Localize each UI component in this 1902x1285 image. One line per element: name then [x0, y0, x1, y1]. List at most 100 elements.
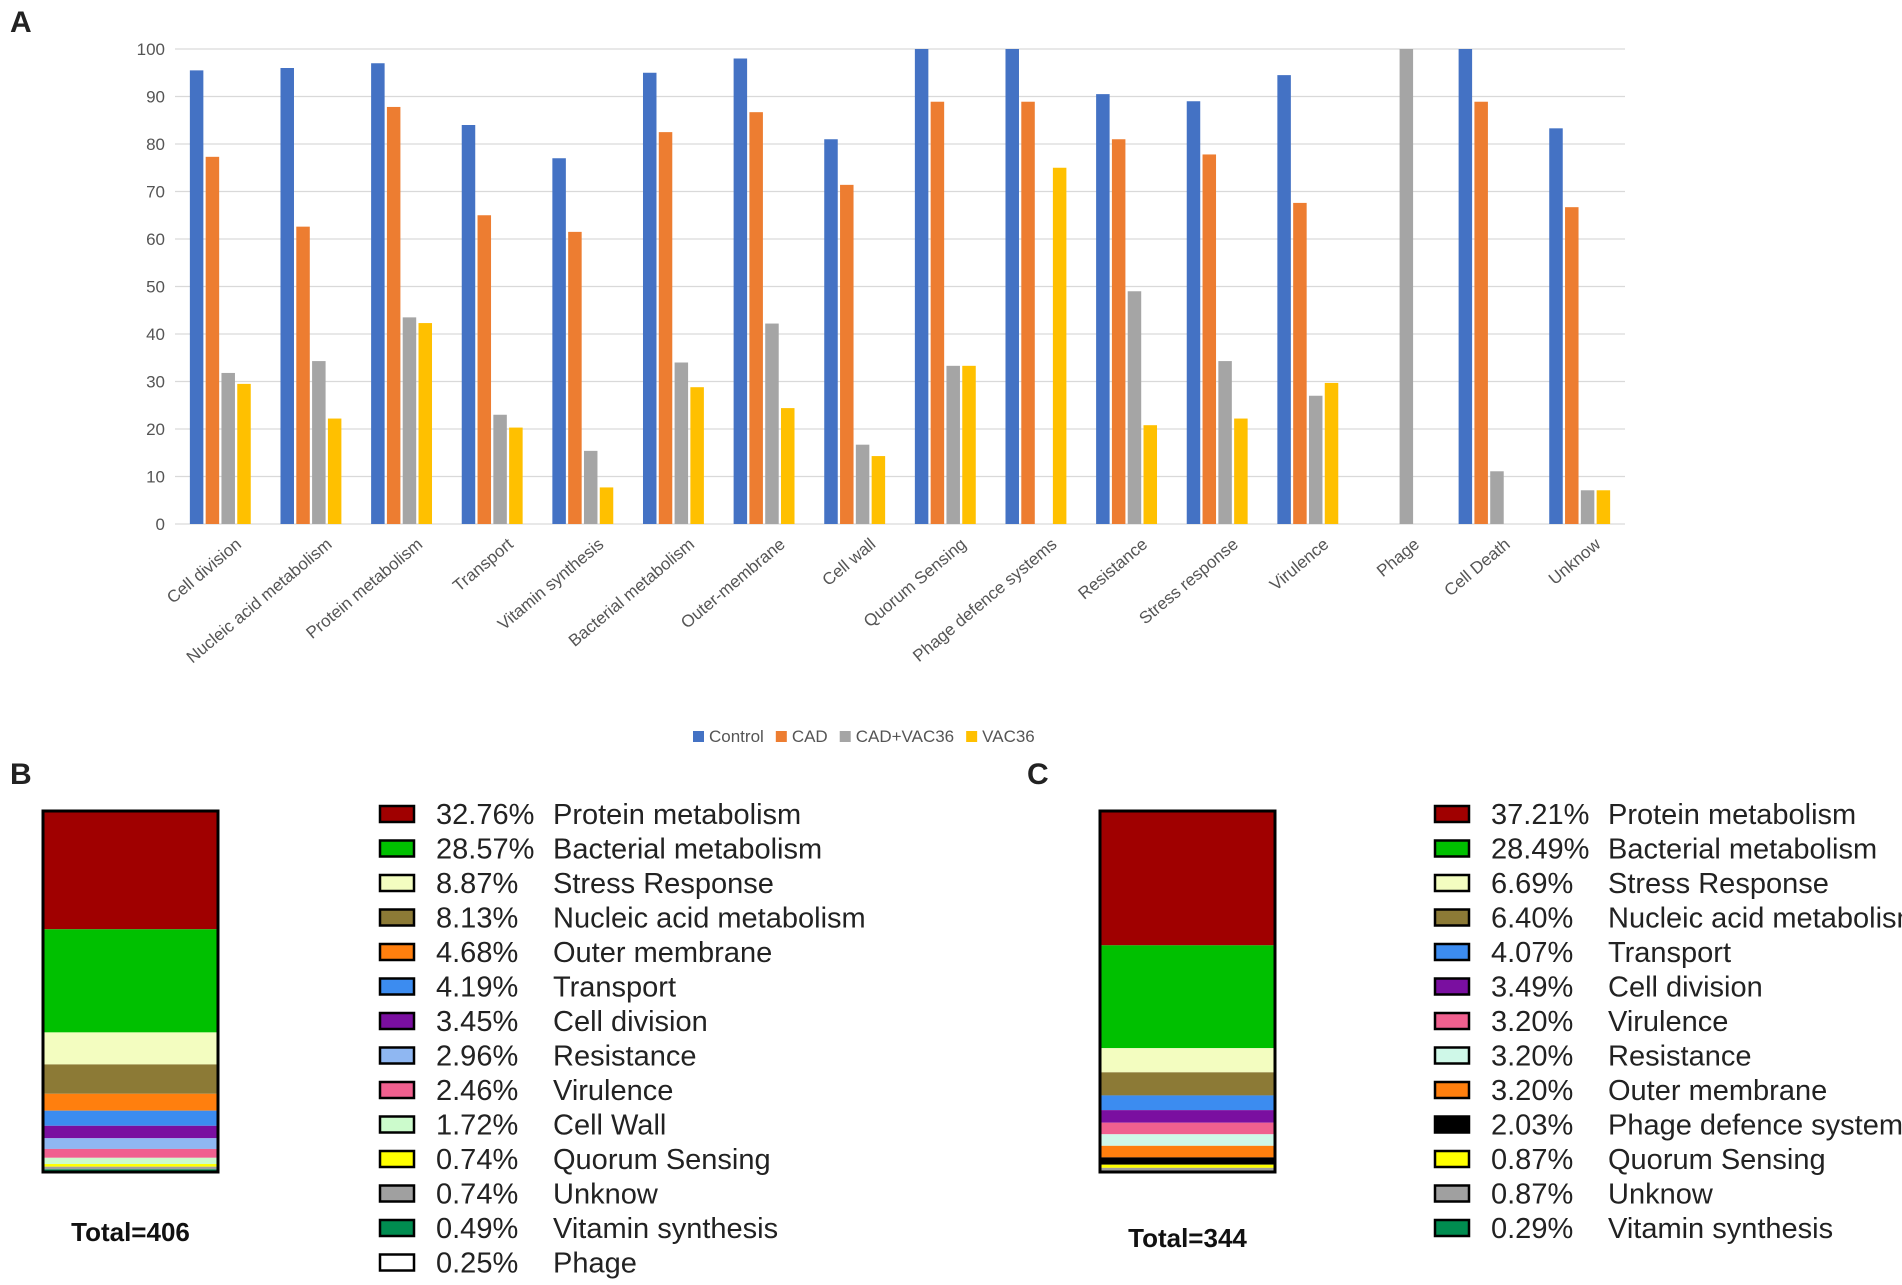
legend-category: Transport: [1608, 937, 1731, 969]
y-tick-label: 100: [137, 40, 165, 59]
x-tick-label: Phage: [1373, 535, 1423, 581]
stack-segment: [1100, 1145, 1275, 1158]
legend-swatch: [378, 1253, 416, 1272]
legend-swatch: [1433, 839, 1471, 858]
legend-swatch: [378, 1184, 416, 1203]
legend-swatch: [1433, 873, 1471, 893]
legend-category: Stress Response: [1608, 868, 1829, 900]
legend-percent: 8.13%: [436, 903, 518, 935]
stack-segment: [43, 1148, 218, 1158]
stack-segment: [43, 1166, 218, 1170]
legend-category: Quorum Sensing: [1608, 1144, 1826, 1176]
bar: [280, 68, 294, 524]
legend-category: Phage defence system: [1608, 1110, 1902, 1142]
x-tick-label: Stress response: [1135, 535, 1241, 629]
legend-label: CAD: [792, 727, 828, 746]
legend-percent: 6.40%: [1491, 903, 1573, 935]
x-tick-label: Phage defence systems: [909, 535, 1060, 666]
bar: [674, 362, 689, 524]
legend-swatch: [1433, 1080, 1471, 1100]
stack-segment: [43, 811, 218, 930]
bar: [1186, 101, 1201, 524]
bar: [1324, 382, 1339, 524]
legend-swatch: [1433, 1115, 1471, 1134]
bar: [1580, 490, 1595, 524]
legend-percent: 3.20%: [1491, 1075, 1573, 1107]
legend-category: Vitamin synthesis: [1608, 1213, 1833, 1245]
bar: [871, 456, 886, 524]
bar: [962, 365, 976, 524]
legend-category: Cell division: [553, 1006, 708, 1038]
bar: [1308, 395, 1323, 524]
legend-swatch: [378, 1218, 416, 1238]
y-tick-label: 70: [146, 183, 165, 202]
bar: [402, 317, 417, 524]
stack-segment: [1100, 1110, 1275, 1123]
bar: [1052, 167, 1067, 524]
legend-percent: 6.69%: [1491, 868, 1573, 900]
legend-category: Unknow: [553, 1179, 659, 1211]
panel-label-b: B: [10, 758, 32, 791]
legend-percent: 0.74%: [436, 1179, 518, 1211]
bar: [599, 487, 614, 524]
bar: [840, 184, 854, 524]
legend-swatch: [378, 839, 416, 858]
legend-percent: 1.72%: [436, 1110, 518, 1142]
bar: [312, 361, 326, 524]
x-tick-label: Unknow: [1545, 534, 1605, 588]
bar: [552, 158, 566, 524]
legend-category: Virulence: [553, 1075, 673, 1107]
bar: [221, 372, 235, 524]
bar: [237, 383, 251, 524]
y-tick-label: 60: [146, 230, 165, 249]
bar: [1293, 202, 1307, 524]
stack-segment: [1100, 1134, 1275, 1146]
bar: [189, 70, 204, 524]
stack-segment: [43, 929, 218, 1033]
stack-frame: [1098, 809, 1277, 1174]
legend-swatch: [1433, 804, 1471, 824]
legend-category: Protein metabolism: [553, 799, 801, 831]
legend-category: Cell Wall: [553, 1110, 666, 1142]
stack-segment: [43, 1032, 218, 1065]
bar: [1143, 425, 1158, 524]
legend-percent: 37.21%: [1491, 799, 1589, 831]
legend-swatch: [378, 977, 416, 996]
legend-swatch: [378, 1011, 416, 1031]
bar: [1021, 101, 1035, 524]
bar: [418, 323, 433, 524]
bar: [493, 414, 507, 524]
bar: [583, 450, 598, 524]
stack-segment: [1100, 1048, 1275, 1073]
bar: [1202, 154, 1217, 524]
legend-percent: 3.20%: [1491, 1041, 1573, 1073]
bar: [824, 139, 838, 524]
legend-category: Virulence: [1608, 1006, 1728, 1038]
bar: [1218, 361, 1232, 524]
bar: [1474, 101, 1488, 524]
bar: [1565, 207, 1579, 525]
bar: [568, 231, 582, 524]
legend-swatch: [1433, 1149, 1471, 1169]
legend-swatch: [378, 942, 416, 962]
bar: [477, 215, 492, 524]
stack-segment: [1100, 1072, 1275, 1096]
legend-swatch: [378, 908, 416, 927]
y-tick-label: 90: [146, 88, 165, 107]
x-tick-label: Cell division: [163, 535, 245, 608]
stack-segment: [43, 1110, 218, 1126]
x-tick-label: Cell Death: [1441, 535, 1514, 601]
legend-percent: 0.74%: [436, 1144, 518, 1176]
bar: [765, 323, 779, 524]
legend-percent: 0.29%: [1491, 1213, 1573, 1245]
y-tick-label: 10: [146, 468, 165, 487]
bar: [1111, 139, 1126, 524]
legend-category: Stress Response: [553, 868, 774, 900]
y-tick-label: 0: [156, 515, 165, 534]
x-tick-label: Nucleic acid metabolism: [183, 535, 336, 667]
legend-category: Nucleic acid metabolism: [1608, 903, 1902, 935]
legend-swatch: [693, 731, 704, 742]
legend-category: Quorum Sensing: [553, 1144, 771, 1176]
x-tick-label: Cell wall: [819, 535, 880, 590]
